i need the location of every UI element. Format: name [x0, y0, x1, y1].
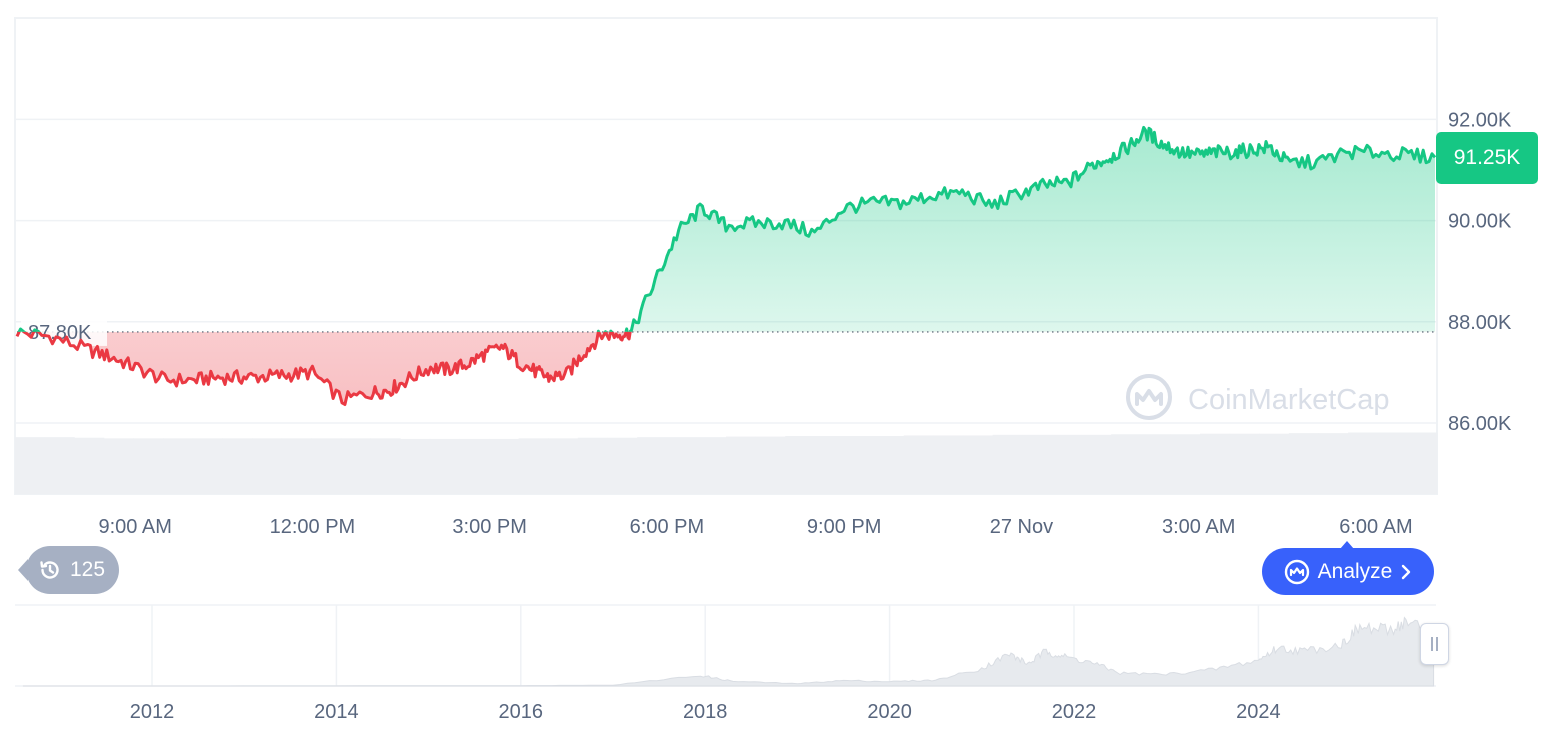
volume-bar — [755, 436, 786, 494]
volume-bar — [637, 437, 668, 494]
volume-bar — [992, 434, 1023, 494]
volume-bar — [103, 438, 134, 494]
volume-bar — [311, 438, 342, 494]
volume-bar — [1111, 434, 1142, 494]
navigator-tick-label: 2020 — [867, 701, 912, 723]
volume-bar — [814, 436, 845, 494]
watermark-text: CoinMarketCap — [1188, 384, 1389, 416]
volume-bar — [1140, 434, 1171, 494]
volume-bar — [489, 438, 520, 494]
volume-bar — [370, 438, 401, 494]
volume-bar — [1051, 434, 1082, 494]
volume-bar — [577, 437, 608, 494]
volume-bar — [133, 438, 164, 494]
price-line-up — [17, 125, 1437, 332]
price-line — [15, 125, 1437, 406]
grip-line — [1431, 637, 1433, 651]
history-icon — [38, 558, 62, 582]
volume-bar — [518, 438, 549, 494]
volume-bar — [903, 435, 934, 494]
volume-bar — [1288, 433, 1319, 494]
x-tick-label: 3:00 AM — [1162, 516, 1235, 538]
current-price-label: 91.25K — [1453, 146, 1521, 169]
volume-bar — [1377, 432, 1408, 494]
volume-bar — [429, 438, 460, 494]
volume-bar — [726, 436, 757, 494]
volume-bar — [252, 438, 283, 494]
volume-bar — [1259, 433, 1290, 494]
navigator-tick-label: 2014 — [314, 701, 359, 723]
x-tick-label: 12:00 PM — [270, 516, 356, 538]
y-tick-label: 90.00K — [1448, 211, 1512, 233]
price-area — [17, 127, 1435, 405]
x-axis-labels: 9:00 AM 12:00 PM 3:00 PM 6:00 PM 9:00 PM 27 N… — [98, 516, 1412, 538]
current-price-tag: 91.25K — [1436, 132, 1538, 184]
cmc-ai-icon — [1284, 559, 1310, 585]
volume-bars — [15, 432, 1438, 494]
history-badge[interactable]: 125 — [18, 546, 120, 594]
volume-bar — [1200, 433, 1231, 494]
navigator[interactable]: 2012 2014 2016 2018 2020 2022 2024 — [15, 604, 1436, 723]
x-tick-label: 6:00 AM — [1339, 516, 1412, 538]
navigator-tick-label: 2016 — [499, 701, 544, 723]
volume-bar — [874, 436, 905, 494]
volume-bar — [1170, 434, 1201, 494]
navigator-tick-label: 2018 — [683, 701, 728, 723]
navigator-handle[interactable] — [1420, 623, 1449, 665]
baseline-label: 87.80K — [28, 322, 92, 344]
price-line-down — [15, 331, 632, 406]
volume-bar — [340, 438, 371, 494]
y-tick-label: 88.00K — [1448, 312, 1512, 334]
grip-line — [1436, 637, 1438, 651]
volume-bar — [459, 438, 490, 494]
x-tick-label: 6:00 PM — [630, 516, 704, 538]
navigator-tick-label: 2024 — [1236, 701, 1281, 723]
watermark: CoinMarketCap — [1126, 374, 1389, 420]
volume-bar — [696, 437, 727, 494]
x-tick-label: 9:00 PM — [807, 516, 881, 538]
history-count: 125 — [70, 558, 106, 581]
analyze-pointer — [1340, 541, 1354, 549]
volume-bar — [607, 437, 638, 494]
volume-bar — [933, 435, 964, 494]
navigator-tick-label: 2012 — [130, 701, 175, 723]
history-badge-pointer — [18, 559, 28, 581]
history-badge-body[interactable]: 125 — [26, 546, 120, 594]
volume-bar — [15, 437, 46, 494]
volume-bar — [222, 438, 253, 494]
x-tick-label: 9:00 AM — [98, 516, 171, 538]
volume-bar — [192, 438, 223, 494]
volume-bar — [1229, 433, 1260, 494]
area-fill-down — [17, 331, 631, 405]
volume-bar — [666, 437, 697, 494]
volume-bar — [1318, 433, 1349, 494]
volume-bar — [1022, 434, 1053, 494]
navigator-area — [22, 616, 1435, 687]
volume-bar — [548, 438, 579, 494]
volume-bar — [844, 436, 875, 494]
x-tick-label: 27 Nov — [990, 516, 1053, 538]
chevron-right-icon — [1400, 564, 1412, 580]
y-axis-labels: 92.00K 90.00K 88.00K 86.00K — [1448, 109, 1512, 435]
x-tick-label: 3:00 PM — [452, 516, 526, 538]
analyze-button[interactable]: Analyze — [1262, 548, 1434, 595]
navigator-tick-label: 2022 — [1052, 701, 1097, 723]
y-tick-label: 86.00K — [1448, 413, 1512, 435]
area-fill-up — [17, 127, 1435, 332]
volume-bar — [74, 437, 105, 494]
volume-bar — [281, 438, 312, 494]
volume-bar — [1407, 432, 1438, 494]
y-tick-label: 92.00K — [1448, 109, 1512, 131]
analyze-label: Analyze — [1317, 559, 1393, 583]
volume-bar — [963, 435, 994, 494]
volume-bar — [785, 436, 816, 494]
volume-bar — [1081, 434, 1112, 494]
volume-bar — [44, 437, 75, 494]
volume-bar — [1348, 432, 1379, 494]
volume-bar — [400, 438, 431, 494]
volume-bar — [163, 438, 194, 494]
